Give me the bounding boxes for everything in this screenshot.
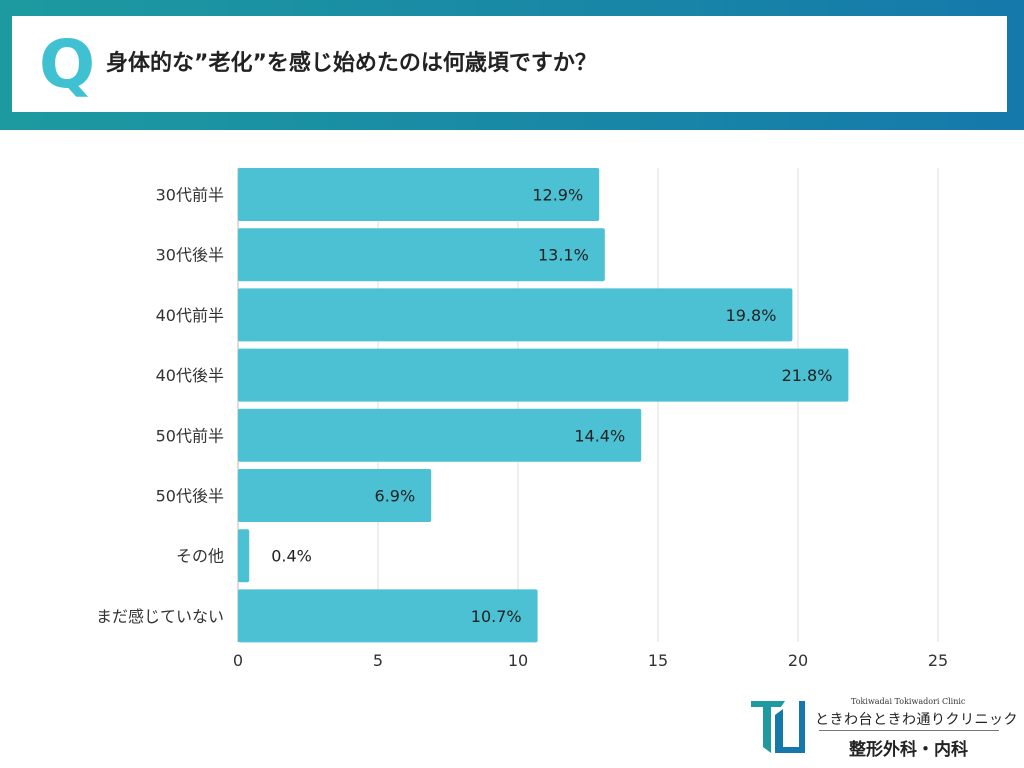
labels: 0 5 10 15 20 25 30代前半 12.9% 30代後半 13.1% 40代前半 19.8%… — [96, 186, 948, 671]
q-mark: Q — [38, 26, 96, 103]
category-label: 40代後半 — [156, 366, 224, 385]
category-label: 40代前半 — [156, 306, 224, 325]
x-tick-label: 0 — [233, 651, 243, 670]
x-tick-label: 25 — [928, 651, 948, 670]
clinic-logo-mark — [751, 701, 805, 753]
x-tick-label: 20 — [788, 651, 808, 670]
value-label: 12.9% — [532, 186, 583, 205]
bar — [238, 469, 432, 522]
header-panel: Q 身体的な”老化”を感じ始めたのは何歳頃ですか？ — [12, 16, 1007, 112]
question-title: 身体的な”老化”を感じ始めたのは何歳頃ですか？ — [106, 51, 597, 76]
x-tick-label: 15 — [648, 651, 668, 670]
bars — [238, 168, 849, 643]
category-label: 50代前半 — [156, 426, 224, 445]
category-label: その他 — [176, 547, 224, 566]
value-label: 21.8% — [782, 366, 833, 385]
clinic-name-en: Tokiwadai Tokiwadori Clinic — [851, 697, 966, 706]
category-label: 30代後半 — [156, 246, 224, 265]
bar — [238, 168, 600, 221]
clinic-name-jp: ときわ台ときわ通りクリニック — [815, 712, 1018, 728]
bar — [238, 589, 538, 643]
bar — [238, 529, 250, 583]
value-label: 0.4% — [271, 547, 312, 566]
clinic-departments: 整形外科・内科 — [849, 740, 968, 760]
x-tick-label: 10 — [508, 651, 528, 670]
bar — [238, 348, 849, 402]
category-label: 50代後半 — [156, 487, 224, 506]
value-label: 10.7% — [471, 607, 522, 626]
value-label: 13.1% — [538, 246, 589, 265]
value-label: 14.4% — [574, 426, 625, 445]
bar — [238, 408, 642, 462]
value-label: 6.9% — [375, 487, 416, 506]
header-banner: Q 身体的な”老化”を感じ始めたのは何歳頃ですか？ — [0, 0, 1024, 130]
value-label: 19.8% — [726, 306, 777, 325]
bar — [238, 288, 793, 342]
bar-chart: 0 5 10 15 20 25 30代前半 12.9% 30代後半 13.1% 40代前半 19.8%… — [96, 168, 948, 671]
logo-divider — [819, 730, 999, 731]
category-label: 30代前半 — [156, 186, 224, 205]
category-label: まだ感じていない — [96, 607, 224, 626]
x-tick-label: 5 — [373, 651, 383, 670]
clinic-logo: Tokiwadai Tokiwadori Clinic ときわ台ときわ通りクリニ… — [745, 693, 1018, 763]
bar — [238, 228, 605, 282]
